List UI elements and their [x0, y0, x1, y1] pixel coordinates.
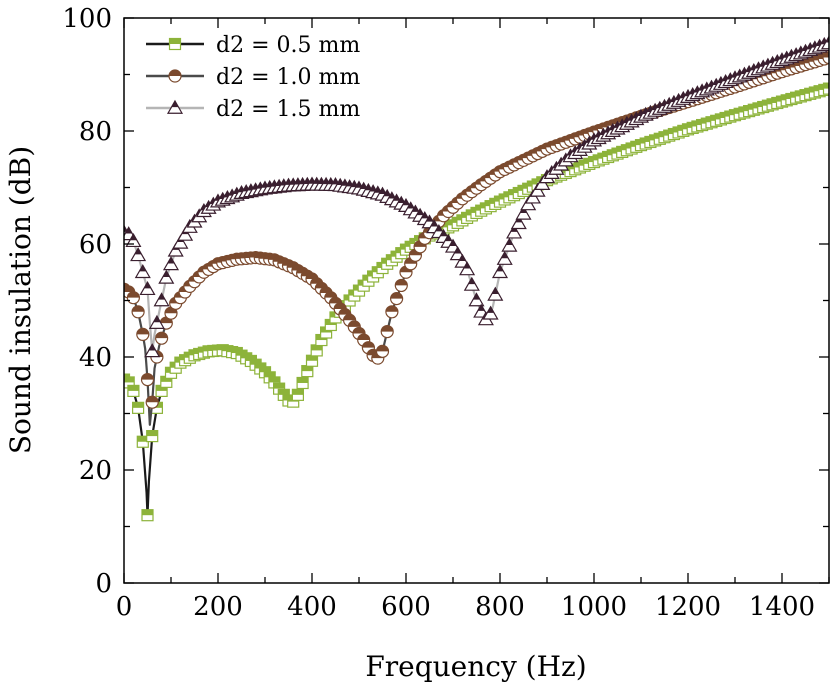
- data-point: [305, 354, 319, 367]
- x-tick-label: 1200: [655, 592, 721, 622]
- data-point: [394, 278, 408, 293]
- data-point: [468, 292, 485, 307]
- legend-item: d2 = 0.5 mm: [146, 33, 360, 58]
- data-point: [390, 292, 404, 306]
- data-point: [380, 324, 394, 339]
- data-point: [162, 256, 180, 271]
- y-axis-label: Sound insulation (dB): [4, 146, 37, 454]
- axes: 0 200 400 600 800 1000 1200 1400 0 20 40 60 80 100: [62, 4, 830, 622]
- x-tick-label: 400: [287, 592, 337, 622]
- data-point: [482, 305, 499, 320]
- data-point: [158, 269, 175, 284]
- data-point: [291, 388, 304, 401]
- y-tick-label: 40: [79, 343, 112, 373]
- x-tick-label: 800: [475, 592, 525, 622]
- data-point: [153, 292, 170, 307]
- data-point: [385, 305, 399, 319]
- data-point: [146, 430, 159, 443]
- x-tick-label: 1400: [749, 592, 815, 622]
- series-layer: [124, 35, 829, 522]
- legend-item: d2 = 1.0 mm: [146, 65, 360, 90]
- data-point: [145, 395, 159, 409]
- legend-marker: [168, 69, 182, 83]
- y-tick-label: 60: [79, 230, 112, 260]
- y-tick-label: 100: [62, 4, 112, 34]
- data-point: [136, 327, 150, 341]
- data-point: [127, 384, 140, 397]
- y-tick-label: 80: [79, 117, 112, 147]
- data-point: [361, 341, 375, 355]
- legend-label: d2 = 1.5 mm: [216, 97, 360, 122]
- x-tick-label: 1000: [561, 592, 627, 622]
- data-point: [139, 280, 156, 296]
- data-point: [501, 237, 518, 252]
- y-tick-label: 20: [79, 456, 112, 486]
- data-point: [496, 250, 513, 265]
- data-point: [141, 509, 154, 522]
- data-point: [144, 343, 161, 358]
- series-2: [124, 50, 829, 426]
- x-tick-label: 0: [116, 592, 133, 622]
- data-point: [132, 401, 145, 414]
- data-point: [134, 264, 151, 279]
- data-point: [487, 286, 504, 301]
- series-3: [124, 35, 829, 358]
- data-point: [140, 373, 155, 387]
- data-point: [491, 264, 509, 279]
- legend-marker: [168, 37, 182, 51]
- data-point: [301, 365, 314, 378]
- x-tick-label: 600: [381, 592, 431, 622]
- y-tick-label: 0: [95, 569, 112, 599]
- legend: d2 = 0.5 mm d2 = 1.0 mm d2 = 1.5 mm: [146, 33, 360, 122]
- series-markers: [124, 50, 829, 409]
- data-point: [126, 291, 140, 305]
- legend-marker: [166, 99, 184, 114]
- data-point: [375, 344, 390, 358]
- legend-item: d2 = 1.5 mm: [146, 97, 360, 122]
- data-point: [131, 305, 145, 319]
- data-point: [310, 344, 323, 357]
- data-point: [463, 276, 480, 291]
- data-point: [822, 82, 829, 95]
- x-axis-label: Frequency (Hz): [365, 650, 586, 683]
- data-point: [822, 50, 829, 65]
- series-markers: [124, 35, 829, 358]
- legend-label: d2 = 0.5 mm: [216, 33, 360, 58]
- data-point: [130, 247, 147, 262]
- data-point: [296, 376, 309, 390]
- data-point: [820, 35, 829, 50]
- data-point: [155, 331, 169, 345]
- x-tick-label: 200: [193, 592, 243, 622]
- data-point: [459, 261, 476, 276]
- legend-label: d2 = 1.0 mm: [216, 65, 360, 90]
- data-point: [148, 314, 165, 329]
